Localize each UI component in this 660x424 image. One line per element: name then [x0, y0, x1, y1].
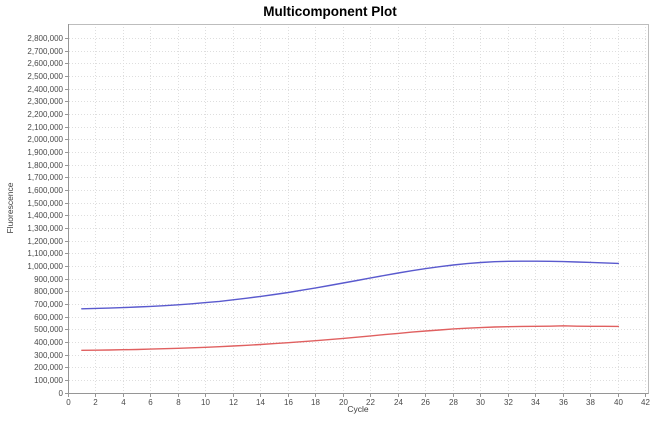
svg-text:40: 40: [614, 398, 623, 407]
svg-text:2,500,000: 2,500,000: [27, 72, 63, 81]
svg-text:28: 28: [449, 398, 458, 407]
svg-text:2,300,000: 2,300,000: [27, 97, 63, 106]
x-axis-label: Cycle: [347, 404, 369, 414]
svg-text:26: 26: [421, 398, 430, 407]
svg-text:1,100,000: 1,100,000: [27, 249, 63, 258]
svg-text:1,300,000: 1,300,000: [27, 224, 63, 233]
svg-text:2,600,000: 2,600,000: [27, 59, 63, 68]
svg-text:30: 30: [476, 398, 485, 407]
svg-text:2: 2: [93, 398, 98, 407]
svg-text:24: 24: [394, 398, 403, 407]
svg-text:42: 42: [641, 398, 650, 407]
svg-text:18: 18: [311, 398, 320, 407]
svg-text:22: 22: [366, 398, 375, 407]
svg-text:1,700,000: 1,700,000: [27, 173, 63, 182]
svg-text:2,800,000: 2,800,000: [27, 34, 63, 43]
svg-text:1,600,000: 1,600,000: [27, 186, 63, 195]
svg-text:10: 10: [201, 398, 210, 407]
svg-text:16: 16: [284, 398, 293, 407]
svg-text:1,500,000: 1,500,000: [27, 199, 63, 208]
svg-text:38: 38: [586, 398, 595, 407]
svg-text:0: 0: [59, 389, 64, 398]
svg-text:36: 36: [559, 398, 568, 407]
svg-text:34: 34: [531, 398, 540, 407]
svg-text:2,000,000: 2,000,000: [27, 135, 63, 144]
svg-text:400,000: 400,000: [34, 338, 63, 347]
svg-text:200,000: 200,000: [34, 363, 63, 372]
series-line-red-series: [81, 325, 620, 351]
svg-text:20: 20: [339, 398, 348, 407]
svg-text:4: 4: [121, 398, 126, 407]
svg-text:2,700,000: 2,700,000: [27, 47, 63, 56]
svg-text:8: 8: [176, 398, 181, 407]
svg-text:900,000: 900,000: [34, 275, 63, 284]
tick-marks: [65, 38, 646, 397]
svg-text:2,100,000: 2,100,000: [27, 123, 63, 132]
svg-text:12: 12: [229, 398, 238, 407]
svg-text:0: 0: [66, 398, 71, 407]
svg-text:1,200,000: 1,200,000: [27, 237, 63, 246]
chart-title: Multicomponent Plot: [263, 4, 397, 19]
svg-text:14: 14: [256, 398, 265, 407]
svg-text:1,000,000: 1,000,000: [27, 262, 63, 271]
y-axis-label: Fluorescence: [5, 182, 15, 234]
svg-text:800,000: 800,000: [34, 287, 63, 296]
svg-text:700,000: 700,000: [34, 300, 63, 309]
svg-text:1,800,000: 1,800,000: [27, 161, 63, 170]
svg-text:100,000: 100,000: [34, 376, 63, 385]
svg-text:2,200,000: 2,200,000: [27, 110, 63, 119]
axes: [68, 24, 649, 394]
svg-text:500,000: 500,000: [34, 325, 63, 334]
svg-text:6: 6: [148, 398, 153, 407]
svg-text:600,000: 600,000: [34, 313, 63, 322]
svg-text:300,000: 300,000: [34, 351, 63, 360]
svg-text:2,400,000: 2,400,000: [27, 85, 63, 94]
svg-text:1,400,000: 1,400,000: [27, 211, 63, 220]
svg-text:1,900,000: 1,900,000: [27, 148, 63, 157]
series-line-blue-series: [81, 260, 620, 310]
gridlines: [69, 24, 648, 392]
tick-labels: 0 100,000 200,000 300,000 400,000 500,000 600,…: [27, 34, 650, 407]
svg-text:32: 32: [504, 398, 513, 407]
plot-frame: [68, 24, 649, 394]
